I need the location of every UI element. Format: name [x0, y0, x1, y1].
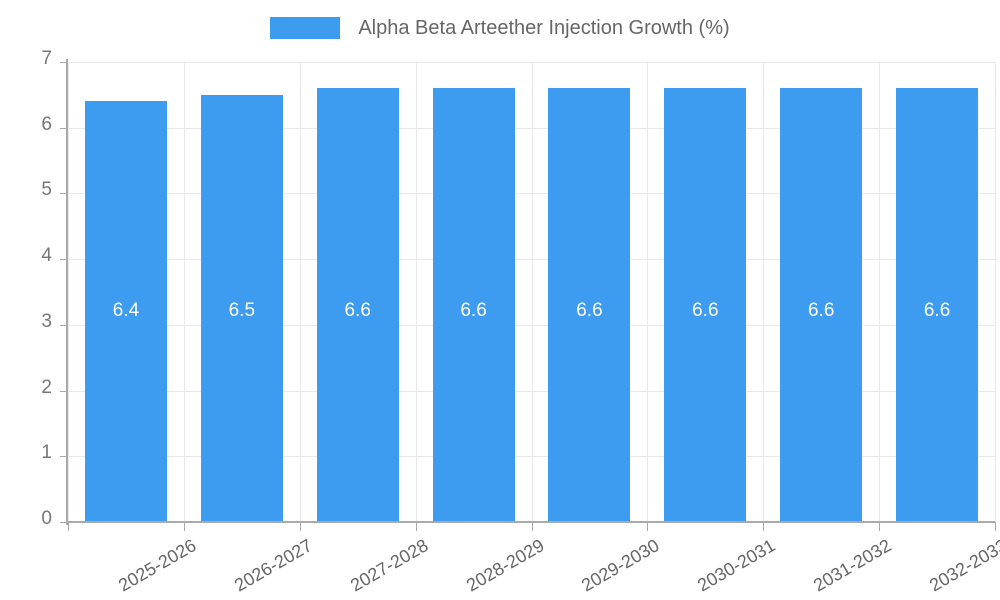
x-axis-tick-mark	[416, 522, 417, 531]
bar-slot: 6.4	[68, 62, 184, 522]
gridline-vertical	[300, 62, 301, 522]
y-axis-tick-mark	[60, 522, 68, 523]
x-axis-tick-label: 2028-2029	[463, 535, 548, 596]
bar-value-label: 6.5	[228, 300, 256, 321]
bar-slot: 6.5	[184, 62, 300, 522]
plot-area: 6.4 6.5 6.6 6.6 6.6 6.6 6.6 6.6	[68, 62, 996, 523]
y-axis-tick-mark	[60, 127, 68, 129]
bar-value-label: 6.6	[460, 300, 487, 321]
y-axis-tick-label: 5	[41, 179, 52, 201]
bar[interactable]	[548, 88, 631, 522]
gridline-vertical	[416, 62, 417, 522]
bar[interactable]	[200, 94, 283, 522]
x-axis-line	[66, 521, 995, 523]
gridline-horizontal	[68, 456, 995, 458]
bar[interactable]	[896, 88, 979, 522]
y-axis-tick-mark	[60, 390, 68, 392]
x-axis-ticks: 2025-2026 2026-2027 2027-2028 2028-2029 2029…	[68, 522, 1000, 600]
gridline-vertical	[647, 62, 648, 522]
x-axis-tick-mark	[184, 522, 185, 531]
bar[interactable]	[780, 88, 863, 522]
y-axis-tick-mark	[60, 456, 68, 458]
y-axis-tick-mark	[60, 193, 68, 195]
legend-color-swatch	[270, 16, 341, 39]
x-axis-tick-label: 2029-2030	[578, 535, 663, 596]
bar-slot: 6.6	[647, 62, 763, 522]
y-axis-tick-label: 1	[41, 442, 52, 464]
x-axis-tick-mark	[763, 522, 764, 531]
bar-slot: 6.6	[300, 62, 416, 522]
x-axis-tick-label: 2027-2028	[347, 535, 432, 596]
gridline-vertical	[68, 62, 69, 522]
x-axis-tick-mark	[995, 522, 996, 531]
y-axis-tick-label: 0	[41, 508, 52, 529]
gridline-vertical	[763, 62, 764, 522]
y-axis-tick-label: 2	[41, 376, 52, 398]
bar-value-label: 6.6	[807, 300, 835, 321]
bar-value-label: 6.6	[692, 300, 719, 321]
gridline-horizontal	[68, 324, 995, 326]
bar-slot: 6.6	[532, 62, 648, 522]
gridline-vertical	[879, 62, 880, 522]
y-axis-tick-mark	[60, 62, 68, 63]
x-axis-tick-label: 2032-2033	[926, 535, 1000, 596]
legend-series-label: Alpha Beta Arteether Injection Growth (%…	[358, 16, 730, 39]
bar[interactable]	[316, 88, 399, 522]
x-axis-tick-mark	[647, 522, 648, 531]
x-axis-tick-mark	[879, 522, 880, 531]
bar-slot: 6.6	[763, 62, 879, 522]
bar-value-label: 6.6	[576, 300, 603, 321]
y-axis-tick-label: 3	[41, 310, 52, 332]
y-axis-tick-label: 7	[41, 48, 52, 69]
y-axis-ticks: 0 1 2 3 4 5 6 7	[0, 0, 68, 600]
y-axis-tick-mark	[60, 259, 68, 261]
gridline-vertical	[532, 62, 533, 522]
bar-value-label: 6.6	[923, 300, 951, 321]
gridline-vertical	[995, 62, 996, 522]
x-axis-tick-mark	[68, 522, 69, 531]
bar-slot: 6.6	[879, 62, 995, 522]
chart-legend: Alpha Beta Arteether Injection Growth (%…	[0, 0, 1000, 55]
bar-slot: 6.6	[416, 62, 532, 522]
gridline-horizontal	[68, 127, 995, 129]
gridline-horizontal	[68, 193, 995, 195]
gridline-horizontal	[68, 259, 995, 261]
x-axis-tick-label: 2025-2026	[115, 535, 200, 596]
gridline-horizontal	[68, 390, 995, 392]
bar[interactable]	[432, 88, 515, 522]
x-axis-tick-mark	[532, 522, 533, 531]
y-axis-tick-label: 6	[41, 113, 52, 135]
y-axis-tick-label: 4	[41, 245, 52, 267]
bar-value-label: 6.6	[344, 300, 371, 321]
gridline-horizontal	[68, 62, 995, 63]
x-axis-tick-label: 2026-2027	[231, 535, 316, 596]
x-axis-tick-label: 2031-2032	[810, 535, 895, 596]
y-axis-tick-mark	[60, 324, 68, 326]
y-axis-line	[66, 59, 68, 525]
bar[interactable]	[664, 88, 747, 522]
x-axis-tick-mark	[300, 522, 301, 531]
bar[interactable]	[84, 101, 167, 522]
gridline-vertical	[184, 62, 185, 522]
x-axis-tick-label: 2030-2031	[694, 535, 779, 596]
bar-value-label: 6.4	[112, 300, 140, 321]
